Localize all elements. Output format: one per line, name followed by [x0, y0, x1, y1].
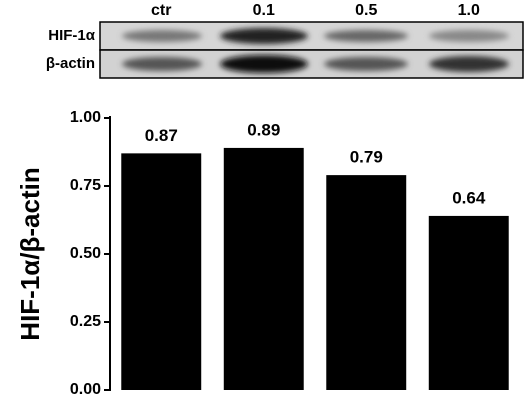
bar: [326, 175, 407, 390]
y-axis-label: HIF-1α/β-actin: [15, 167, 45, 340]
bar: [121, 153, 202, 390]
blot-row-label: β-actin: [46, 55, 95, 72]
value-label: 0.89: [247, 120, 280, 139]
blot-bands: [122, 28, 509, 73]
y-tick-label: 0.25: [70, 313, 101, 330]
y-tick-label: 0.00: [70, 381, 101, 398]
value-label: 0.79: [350, 148, 383, 167]
value-label: 0.64: [452, 188, 486, 207]
y-tick-label: 0.75: [70, 177, 101, 194]
lane-label: 0.5: [355, 2, 377, 19]
lane-label: 0.1: [253, 2, 275, 19]
lane-label: ctr: [151, 2, 171, 19]
y-tick-label: 1.00: [70, 109, 101, 126]
lane-label: 1.0: [458, 2, 480, 19]
bar: [223, 147, 304, 390]
value-label: 0.87: [145, 126, 178, 145]
y-tick-label: 0.50: [70, 245, 101, 262]
blot-row-label: HIF-1α: [48, 27, 96, 44]
bar: [428, 215, 509, 390]
western-blot: [99, 21, 524, 79]
